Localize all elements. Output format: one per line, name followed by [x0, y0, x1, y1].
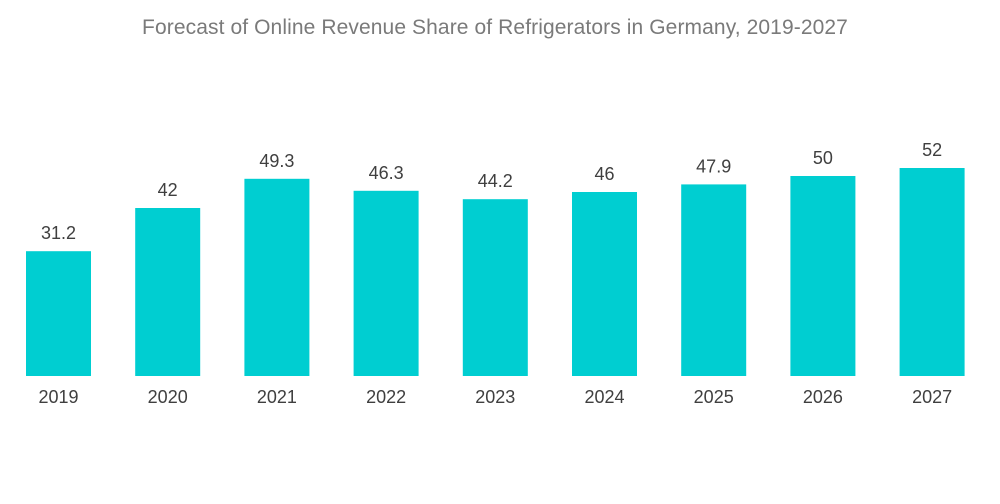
x-tick-label-2025: 2025: [694, 387, 734, 407]
value-label-2021: 49.3: [259, 151, 294, 171]
bar-2021: [244, 178, 310, 376]
x-axis-tick-labels: 2019 2020 2021 2022 2023 2024 2025 2026 2027: [38, 387, 952, 407]
x-tick-label-2020: 2020: [148, 387, 188, 407]
value-label-2022: 46.3: [369, 163, 404, 183]
x-tick-label-2021: 2021: [257, 387, 297, 407]
chart-title: Forecast of Online Revenue Share of Refr…: [142, 16, 848, 39]
bar-2026: [790, 176, 856, 376]
bar-2019: [26, 251, 91, 376]
value-label-2020: 42: [158, 180, 178, 200]
value-label-2026: 50: [813, 148, 833, 168]
value-label-2025: 47.9: [696, 156, 731, 176]
bar-2025: [681, 184, 747, 376]
bar-2023: [462, 199, 528, 376]
bars-group: [26, 168, 965, 376]
bar-2024: [572, 192, 637, 376]
value-label-2027: 52: [922, 140, 942, 160]
x-tick-label-2019: 2019: [38, 387, 78, 407]
x-tick-label-2023: 2023: [475, 387, 515, 407]
value-labels-group: 31.2 42 49.3 46.3 44.2 46 47.9 50 52: [41, 140, 942, 243]
x-tick-label-2027: 2027: [912, 387, 952, 407]
value-label-2023: 44.2: [478, 171, 513, 191]
bar-2020: [135, 208, 201, 376]
x-tick-label-2024: 2024: [584, 387, 624, 407]
bar-2027: [899, 168, 965, 376]
value-label-2019: 31.2: [41, 223, 76, 243]
bar-2022: [353, 190, 419, 376]
value-label-2024: 46: [594, 164, 614, 184]
x-tick-label-2022: 2022: [366, 387, 406, 407]
x-tick-label-2026: 2026: [803, 387, 843, 407]
